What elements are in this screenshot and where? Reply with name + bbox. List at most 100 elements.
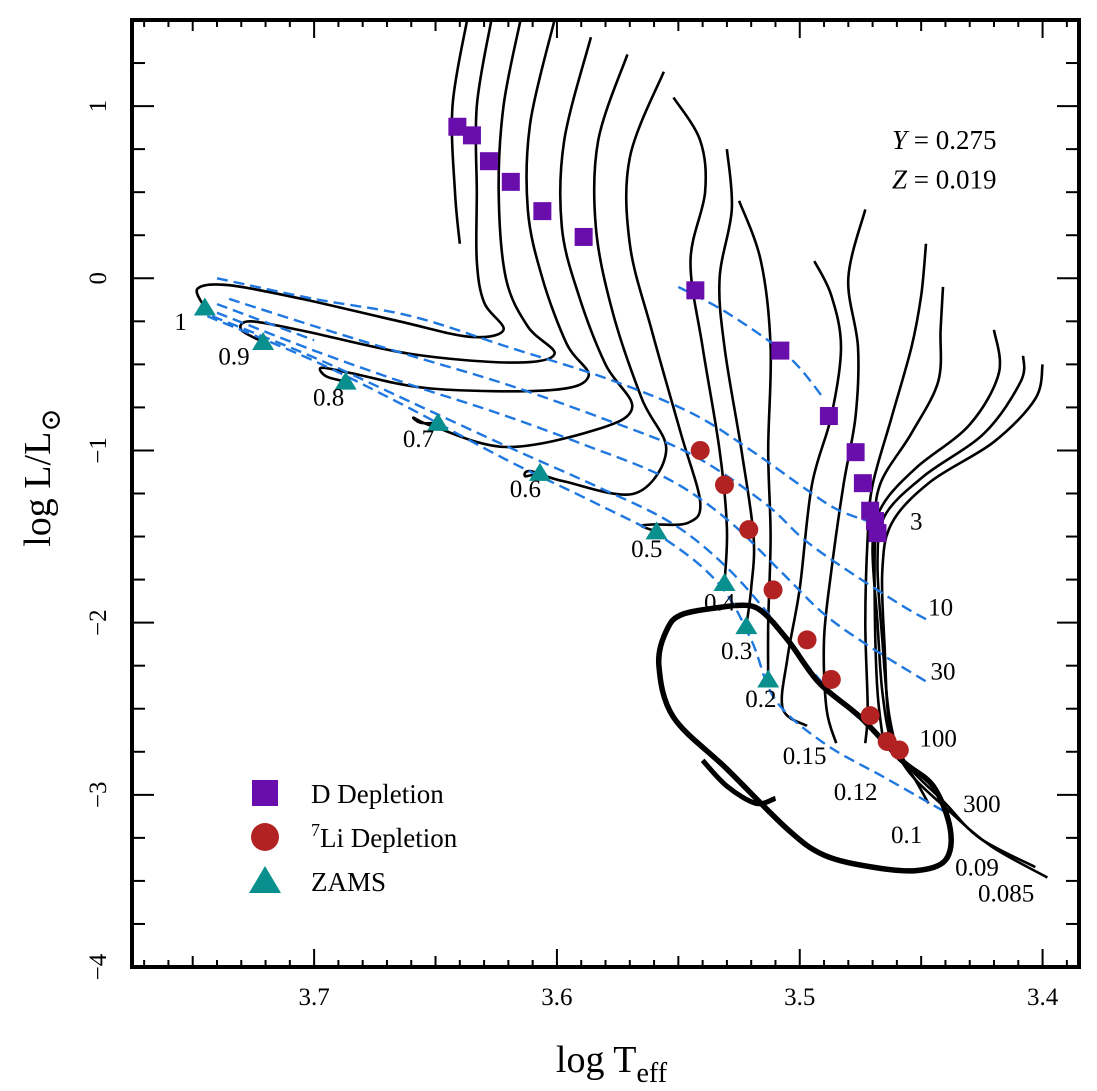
d-depletion-point: [868, 524, 887, 543]
d-depletion-point: [462, 126, 481, 145]
composition-annotation: Y = 0.275 Z = 0.019: [892, 125, 997, 195]
track-line: [195, 19, 505, 339]
x-tick-label: 3.6: [541, 984, 572, 1011]
composition-line: Z = 0.019: [892, 165, 997, 195]
track-line: [523, 53, 668, 496]
d-depletion-point: [501, 172, 520, 191]
markers: [193, 117, 909, 760]
track-line: [450, 19, 469, 244]
zams-point: [193, 297, 216, 316]
age-label: 10: [928, 595, 953, 622]
mass-label: 0.12: [834, 779, 878, 806]
isochrone-line: [211, 315, 886, 741]
boundary-curve: [655, 602, 954, 874]
zams-point: [426, 412, 449, 431]
d-depletion-point: [448, 117, 467, 136]
li-depletion-point: [690, 440, 710, 460]
d-depletion-point: [574, 227, 593, 246]
isochrone-line: [216, 302, 315, 342]
age-label: 30: [931, 658, 956, 685]
track-line: [876, 355, 1036, 869]
legend-triangle-marker: [249, 866, 281, 893]
evolutionary-tracks: [195, 19, 1049, 879]
d-depletion-point: [853, 474, 872, 493]
age-label: 100: [919, 726, 957, 753]
legend-label: ZAMS: [311, 867, 386, 897]
y-tick-label: −3: [85, 782, 112, 809]
track-line: [873, 286, 945, 735]
legend-entry: 7Li Depletion: [251, 820, 458, 853]
x-tick-label: 3.4: [1027, 984, 1059, 1011]
y-tick-label: 0: [85, 272, 112, 285]
track-line: [624, 71, 702, 533]
x-tick-label: 3.5: [784, 984, 815, 1011]
mass-label: 0.7: [403, 426, 434, 453]
zams-point: [645, 521, 668, 540]
axis-ticks: 3.7 3.6 3.5 3.410−1−2−3−4: [85, 20, 1079, 1011]
legend-label: D Depletion: [311, 779, 444, 809]
mass-label: 0.5: [631, 536, 662, 563]
track-line: [780, 260, 843, 728]
mass-label: 0.15: [783, 743, 827, 770]
li-depletion-point: [739, 520, 759, 540]
zams-point: [528, 462, 551, 481]
isochrone-line: [216, 277, 869, 523]
track-line: [239, 19, 556, 364]
boundary-line: [655, 602, 954, 874]
curve-labels: 1 0.9 0.8 0.7 0.6 0.5 0.4 0.3 0.2 0.15 0.12 0.1 0.09…: [174, 309, 1034, 908]
mass-label: 0.8: [313, 385, 344, 412]
boundary-branch-line: [700, 758, 777, 807]
track-line: [411, 36, 634, 449]
zams-point: [334, 371, 357, 390]
mass-label: 1: [174, 309, 187, 336]
legend: D Depletion 7Li Depletion ZAMS: [249, 779, 458, 897]
age-label: 3: [910, 509, 923, 536]
zams-point: [713, 573, 736, 592]
plot-frame: [130, 18, 1081, 969]
zams-point: [757, 669, 780, 688]
li-depletion-point: [797, 630, 817, 650]
mass-label: 0.2: [745, 686, 776, 713]
mass-label: 0.3: [721, 638, 752, 665]
d-depletion-point: [533, 202, 552, 221]
y-tick-label: −4: [85, 953, 112, 980]
li-depletion-point: [821, 669, 841, 689]
isochrone-line: [216, 311, 930, 684]
li-depletion-point: [714, 475, 734, 495]
d-depletion-point: [479, 152, 498, 171]
d-depletion-point: [819, 407, 838, 426]
li-depletion-point: [860, 706, 880, 726]
legend-label: 7Li Depletion: [311, 820, 458, 853]
legend-entry: D Depletion: [252, 779, 444, 809]
zams-point: [735, 616, 758, 635]
x-axis-title: log Teff: [556, 1039, 668, 1089]
mass-label: 0.9: [218, 343, 249, 370]
legend-square-marker: [252, 780, 278, 806]
track-line: [718, 148, 756, 627]
track-line: [863, 243, 928, 744]
legend-entry: ZAMS: [249, 866, 386, 897]
composition-line: Y = 0.275: [892, 125, 997, 155]
legend-circle-marker: [251, 823, 279, 851]
track-line: [318, 19, 590, 393]
age-label: 300: [963, 791, 1001, 818]
y-tick-label: −2: [85, 609, 112, 636]
isochrone-line: [228, 297, 927, 621]
track-line: [880, 364, 1049, 879]
track-line: [672, 96, 729, 584]
zams-point: [252, 331, 275, 350]
y-tick-label: −1: [85, 437, 112, 464]
d-depletion-point: [846, 443, 865, 462]
isochrone-line: [206, 315, 946, 814]
mass-label: 0.6: [510, 476, 541, 503]
d-depletion-point: [686, 281, 705, 300]
li-depletion-point: [763, 580, 783, 600]
y-axis-title: log L/L⊙: [17, 408, 67, 547]
li-depletion-point: [889, 740, 909, 760]
y-tick-label: 1: [85, 100, 112, 113]
d-depletion-point: [771, 341, 790, 360]
x-tick-label: 3.7: [298, 984, 329, 1011]
mass-label: 0.1: [891, 822, 922, 849]
mass-label: 0.085: [978, 881, 1034, 908]
